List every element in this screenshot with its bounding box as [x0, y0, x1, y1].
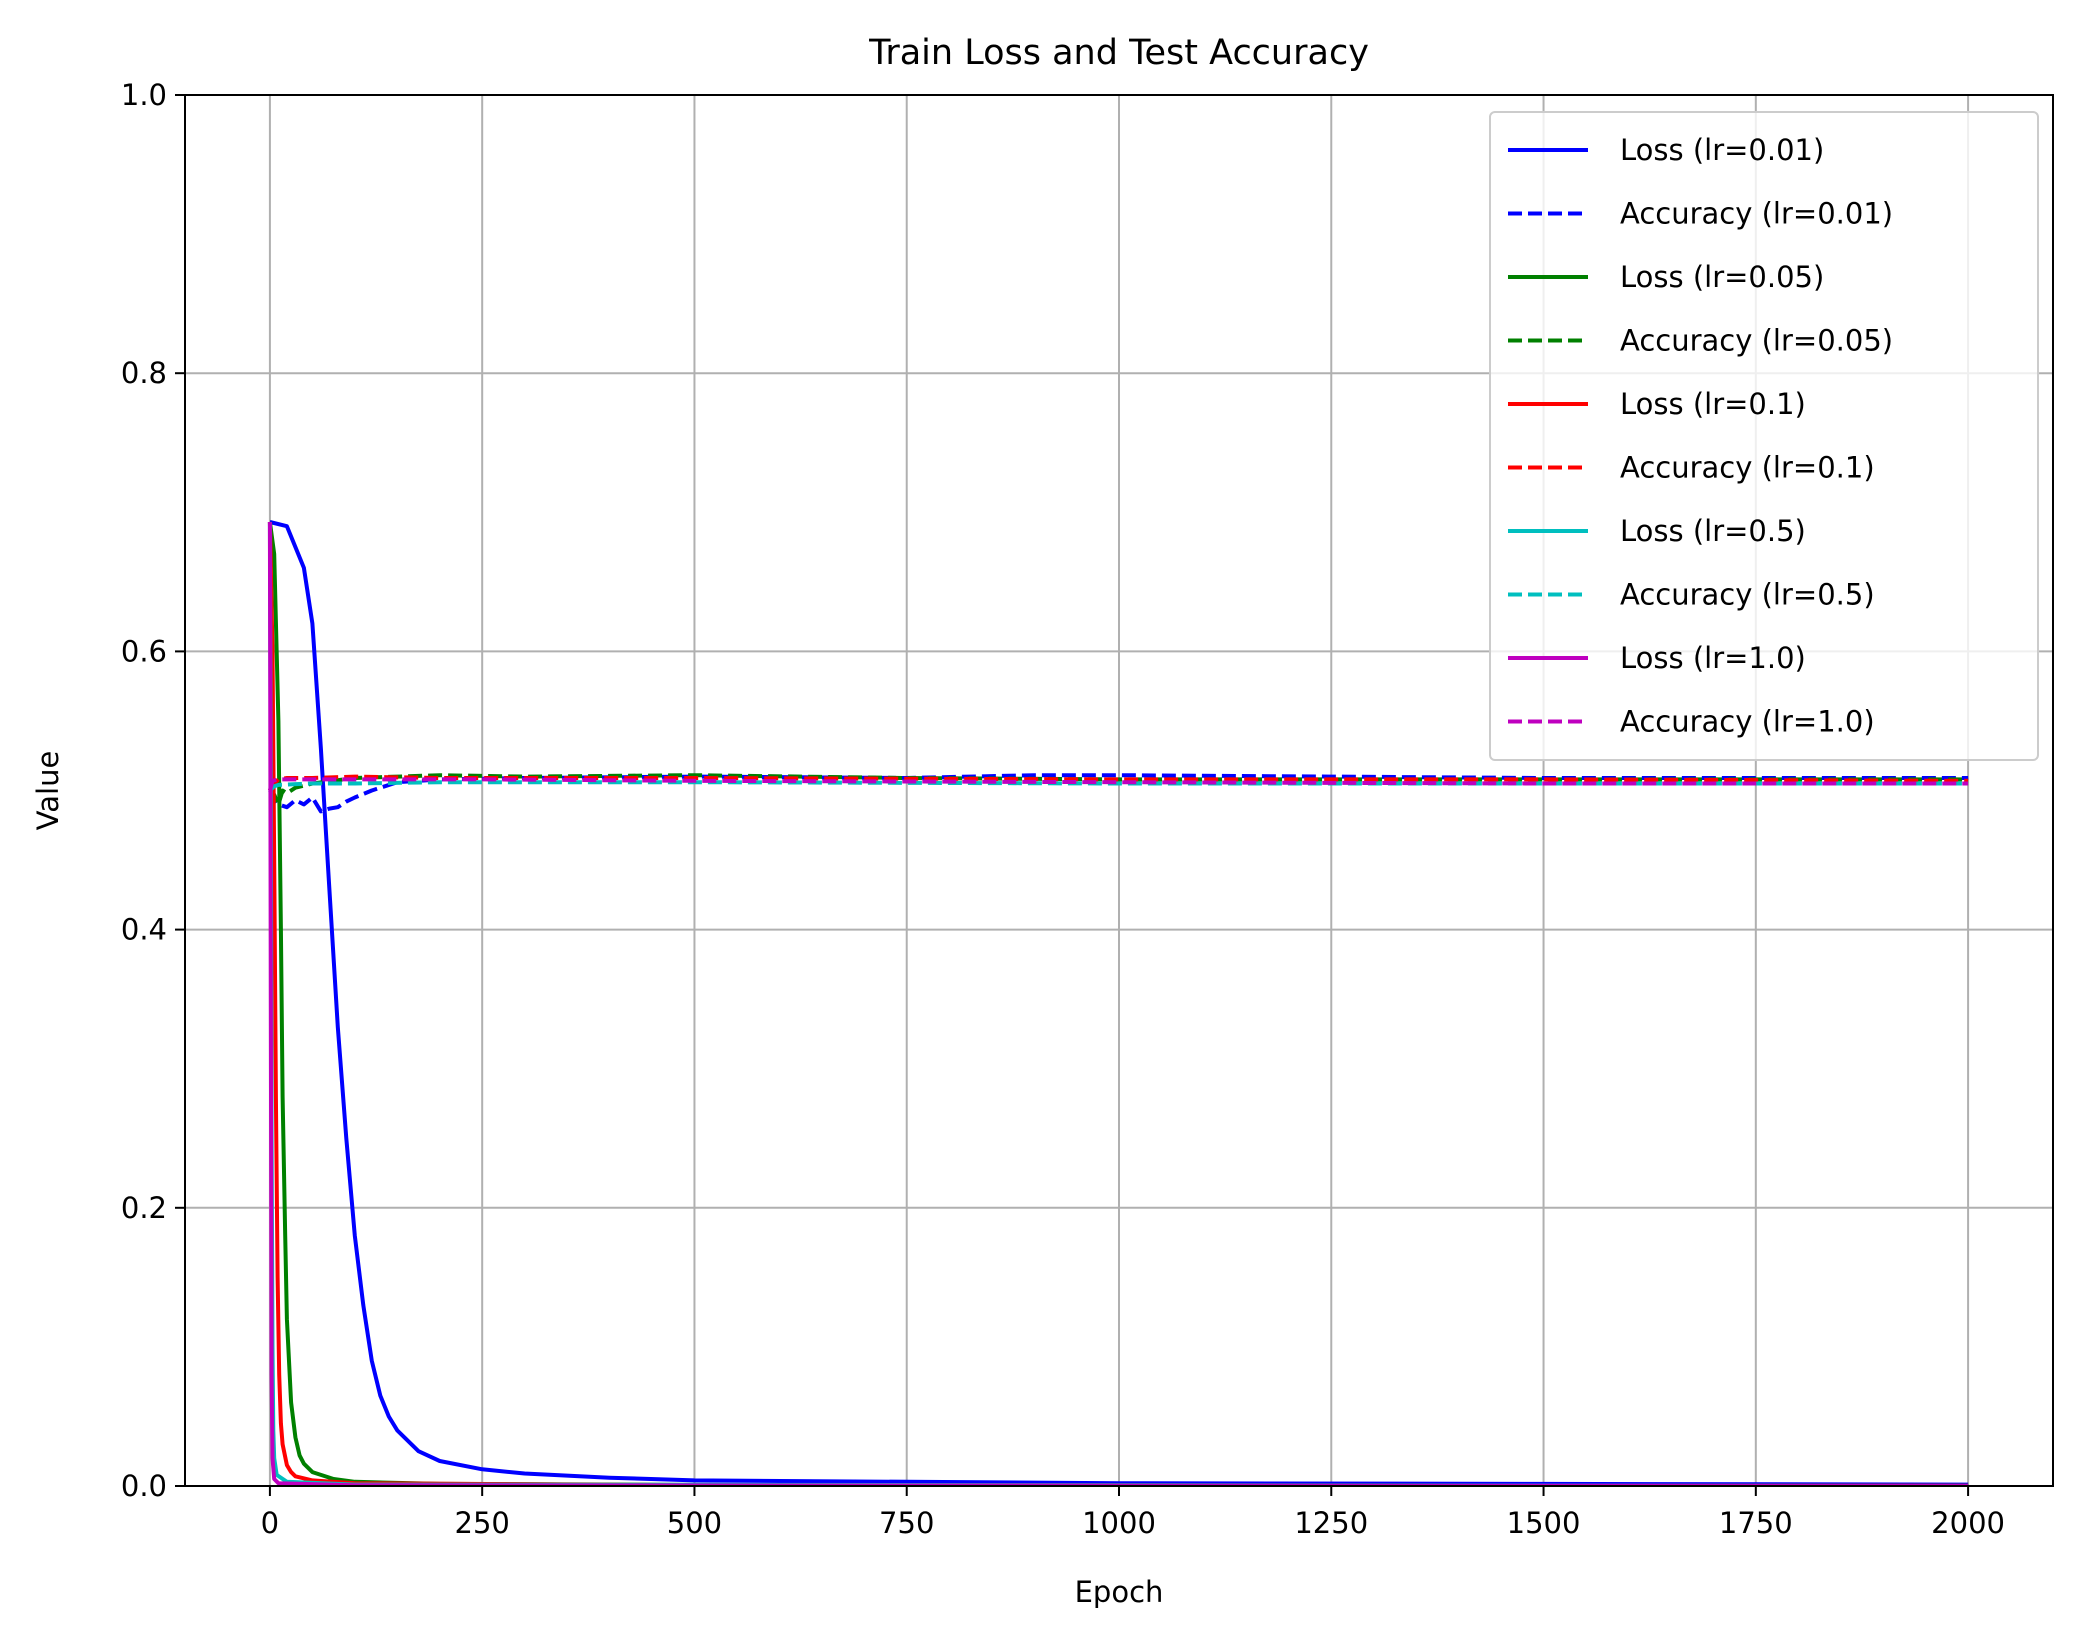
x-tick-label: 1750 — [1719, 1506, 1793, 1540]
legend-label: Accuracy (lr=0.5) — [1620, 578, 1875, 612]
y-tick-label: 0.2 — [121, 1191, 167, 1225]
series-line-9 — [267, 521, 1969, 1486]
y-tick-label: 0.4 — [121, 913, 167, 947]
legend-label: Loss (lr=0.01) — [1620, 133, 1824, 167]
y-tick-label: 1.0 — [121, 78, 167, 112]
x-tick-label: 500 — [667, 1506, 722, 1540]
x-tick-label: 0 — [261, 1506, 279, 1540]
legend-label: Accuracy (lr=0.1) — [1620, 451, 1875, 485]
y-axis-label: Value — [31, 751, 65, 831]
x-axis-ticks: 0 250 500 750 1000 1250 1500 1750 2000 — [261, 1486, 2005, 1540]
legend-label: Loss (lr=0.1) — [1620, 387, 1806, 421]
x-tick-label: 1500 — [1507, 1506, 1581, 1540]
series-line-2 — [268, 773, 1969, 814]
legend-label: Accuracy (lr=0.05) — [1620, 324, 1893, 358]
legend-label: Loss (lr=1.0) — [1620, 641, 1806, 675]
y-axis-ticks: 0.0 0.2 0.4 0.6 0.8 1.0 — [121, 78, 185, 1503]
x-tick-label: 750 — [879, 1506, 934, 1540]
y-tick-label: 0.8 — [121, 356, 167, 390]
x-tick-label: 250 — [455, 1506, 510, 1540]
y-tick-label: 0.6 — [121, 634, 167, 668]
x-tick-label: 1250 — [1294, 1506, 1368, 1540]
series-line-10 — [267, 777, 1969, 792]
legend-label: Accuracy (lr=0.01) — [1620, 197, 1893, 231]
y-tick-label: 0.0 — [121, 1469, 167, 1503]
series-line-6 — [268, 774, 1969, 792]
x-tick-label: 1000 — [1082, 1506, 1156, 1540]
legend: Loss (lr=0.01) Accuracy (lr=0.01) Loss (lr… — [1489, 111, 2039, 761]
x-axis-label: Epoch — [1075, 1575, 1164, 1609]
series-line-1 — [269, 520, 1969, 1486]
legend-label: Accuracy (lr=1.0) — [1620, 705, 1875, 739]
legend-box — [1489, 111, 2039, 761]
x-tick-label: 2000 — [1931, 1506, 2005, 1540]
legend-label: Loss (lr=0.05) — [1620, 260, 1824, 294]
chart-title: Train Loss and Test Accuracy — [868, 33, 1369, 73]
series-lines — [267, 520, 1969, 1486]
legend-label: Loss (lr=0.5) — [1620, 514, 1806, 548]
